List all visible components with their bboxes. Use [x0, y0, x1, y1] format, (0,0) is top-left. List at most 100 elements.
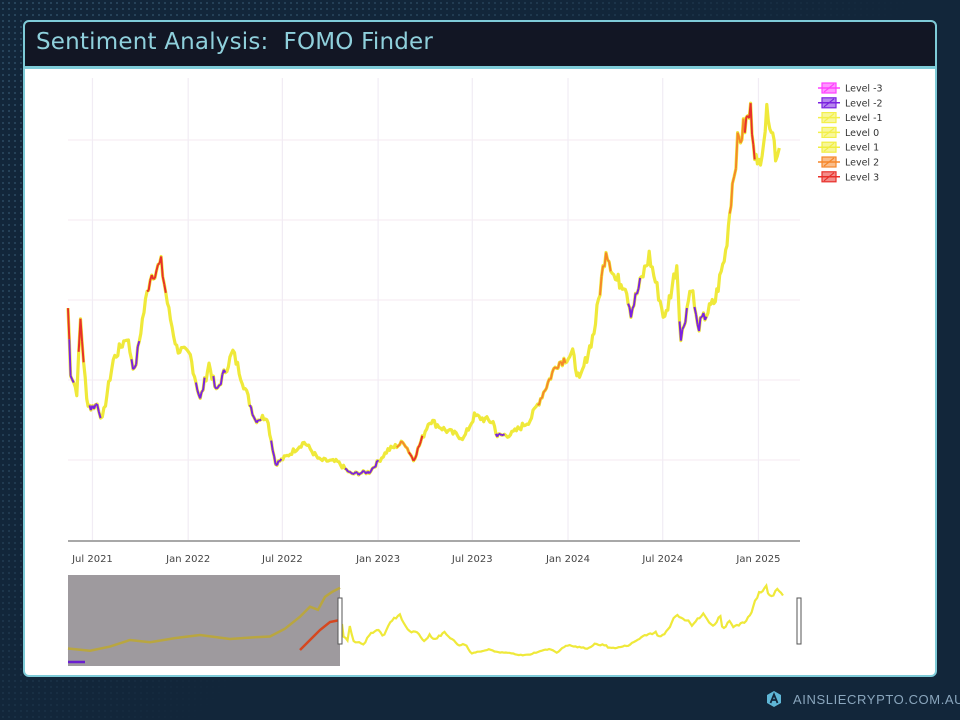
range-slider-history-line — [67, 586, 341, 652]
sentiment-segment — [502, 433, 505, 436]
title-bar: Sentiment Analysis: FOMO Finder — [25, 22, 935, 69]
sentiment-segment — [545, 382, 549, 389]
sentiment-segment — [637, 277, 642, 289]
sentiment-segment — [549, 372, 554, 380]
sentiment-segment — [199, 391, 203, 399]
sentiment-segment — [743, 117, 748, 133]
sentiment-segment — [557, 362, 561, 369]
legend-item[interactable]: Level 2 — [818, 156, 879, 169]
sentiment-segment — [600, 265, 605, 277]
sentiment-segment — [67, 308, 71, 340]
sentiment-segment — [397, 443, 401, 447]
price-series[interactable] — [66, 101, 781, 477]
legend-item[interactable]: Level -2 — [818, 97, 883, 110]
sentiment-segment — [749, 103, 754, 135]
sentiment-segment — [684, 307, 688, 323]
sentiment-segment — [160, 256, 164, 277]
legend: Level -3 Level -2 Level -1 Level 0 Level 1 Le… — [818, 82, 883, 184]
sentiment-segment — [396, 445, 400, 449]
sentiment-segment — [407, 451, 412, 456]
sentiment-segment — [249, 406, 254, 415]
legend-item[interactable]: Level -1 — [818, 111, 883, 125]
sentiment-segment — [542, 389, 546, 393]
sentiment-segment — [279, 458, 283, 462]
sentiment-segment — [369, 467, 374, 472]
footer-brand-text: AINSLIECRYPTO.COM.AU — [793, 691, 960, 707]
legend-item[interactable]: Level 3 — [818, 171, 879, 184]
sentiment-segment — [682, 321, 687, 327]
sentiment-segment — [538, 398, 542, 406]
sentiment-segment — [608, 261, 612, 272]
sentiment-segment — [562, 357, 567, 364]
sentiment-segment — [499, 433, 503, 437]
sentiment-segment — [147, 280, 152, 291]
sentiment-segment — [252, 416, 257, 421]
sentiment-segment — [97, 411, 102, 419]
sentiment-segment — [152, 277, 156, 280]
legend-item[interactable]: Level 1 — [818, 141, 879, 154]
sentiment-segment — [368, 470, 372, 474]
sentiment-segment — [255, 419, 260, 424]
sentiment-segment — [631, 304, 635, 309]
sentiment-segment — [196, 389, 200, 395]
sentiment-segment — [418, 441, 422, 447]
sentiment-segment — [406, 447, 410, 453]
range-slider-window-line — [340, 583, 784, 657]
legend-item[interactable]: Level -3 — [818, 82, 883, 95]
sentiment-segment — [350, 472, 354, 475]
sentiment-segment — [728, 205, 733, 214]
sentiment-segment — [415, 447, 419, 456]
range-slider[interactable] — [67, 575, 802, 666]
range-slider-unselected-shade[interactable] — [68, 575, 340, 666]
sentiment-segment — [202, 377, 206, 391]
sentiment-segment — [736, 132, 741, 138]
sentiment-segment — [155, 264, 159, 271]
sentiment-segment — [273, 455, 277, 465]
sentiment-segment — [362, 469, 366, 473]
sentiment-segment — [681, 325, 685, 330]
sentiment-segment — [215, 386, 219, 390]
sentiment-segment — [69, 375, 74, 380]
legend-label: Level 2 — [845, 158, 879, 169]
sentiment-segment — [414, 454, 418, 460]
sentiment-segment — [734, 132, 739, 169]
sentiment-segment — [353, 471, 357, 475]
sentiment-segment — [345, 468, 349, 473]
x-tick-label: Jan 2023 — [355, 554, 400, 565]
sentiment-segment — [271, 449, 276, 457]
sentiment-segment — [276, 460, 280, 466]
sentiment-segment — [216, 384, 221, 389]
sentiment-segment — [405, 446, 408, 449]
sentiment-segment — [135, 346, 139, 365]
sentiment-segment — [248, 404, 252, 408]
legend-label: Level -3 — [845, 84, 883, 95]
sentiment-segment — [554, 366, 558, 370]
sentiment-segment — [136, 340, 141, 348]
sentiment-segment — [93, 404, 97, 410]
sentiment-segment — [409, 453, 413, 458]
range-slider-left-handle[interactable] — [337, 597, 343, 645]
sentiment-segment — [79, 318, 84, 342]
sentiment-segment — [157, 262, 161, 266]
sentiment-segment — [546, 378, 551, 383]
legend-item[interactable]: Level 0 — [818, 126, 879, 139]
sentiment-segment — [359, 472, 363, 475]
sentiment-segment — [693, 306, 697, 315]
legend-label: Level -1 — [845, 113, 883, 124]
sentiment-segment — [731, 176, 736, 184]
sentiment-segment — [400, 440, 404, 444]
sentiment-segment — [194, 382, 199, 391]
range-slider-series — [67, 583, 784, 664]
x-tick-label: Jul 2023 — [451, 554, 493, 565]
sentiment-segment — [259, 418, 262, 422]
sentiment-segment — [698, 317, 702, 332]
page-title: Sentiment Analysis: FOMO Finder — [36, 29, 434, 55]
sentiment-segment — [130, 359, 135, 370]
sentiment-segment — [200, 389, 204, 393]
range-slider-right-handle[interactable] — [796, 597, 802, 645]
footer-brand: AINSLIECRYPTO.COM.AU — [765, 688, 960, 710]
sentiment-segment — [212, 375, 216, 387]
sentiment-segment — [371, 466, 375, 470]
sentiment-segment — [214, 386, 218, 390]
